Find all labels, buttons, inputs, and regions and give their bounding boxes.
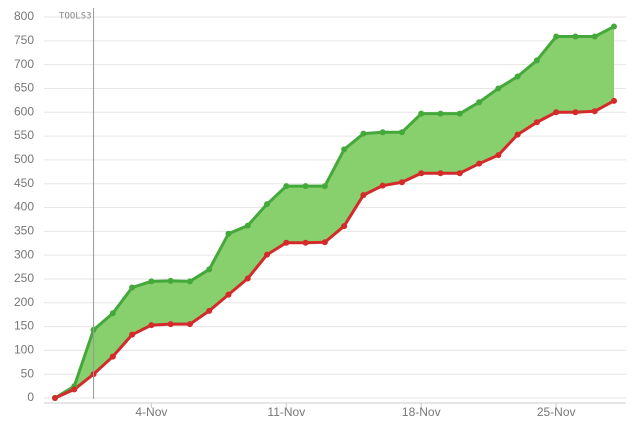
point xyxy=(264,251,271,258)
point xyxy=(553,109,560,116)
y-tick-label: 350 xyxy=(14,223,34,237)
point xyxy=(553,33,560,40)
point xyxy=(572,33,579,40)
y-tick-label: 550 xyxy=(14,128,34,142)
y-tick-label: 0 xyxy=(27,390,34,404)
point xyxy=(244,275,251,282)
y-tick-label: 200 xyxy=(14,295,34,309)
point xyxy=(456,110,463,117)
point xyxy=(148,278,155,285)
point xyxy=(167,321,174,328)
point xyxy=(148,322,155,329)
point xyxy=(398,179,405,186)
point xyxy=(225,291,232,298)
point xyxy=(611,97,617,104)
point xyxy=(302,239,309,246)
y-tick-label: 50 xyxy=(21,366,35,380)
point xyxy=(129,284,136,291)
point xyxy=(302,183,309,190)
annotation-label: TOOLS3 xyxy=(59,12,92,22)
point xyxy=(418,170,425,177)
point xyxy=(379,129,386,136)
point xyxy=(341,146,348,153)
point xyxy=(495,85,502,92)
point xyxy=(129,331,136,338)
series-line xyxy=(54,25,615,400)
point xyxy=(225,230,232,237)
point xyxy=(437,170,444,177)
point xyxy=(514,131,521,138)
x-tick-label: 25-Nov xyxy=(537,405,576,419)
x-tick-label: 4-Nov xyxy=(135,405,167,419)
point xyxy=(206,307,213,314)
point xyxy=(572,109,579,116)
y-tick-label: 800 xyxy=(14,9,34,23)
y-tick-label: 600 xyxy=(14,104,34,118)
point xyxy=(476,99,483,106)
point xyxy=(186,278,193,285)
point xyxy=(283,239,290,246)
y-tick-label: 150 xyxy=(14,319,34,333)
y-tick-label: 750 xyxy=(14,33,34,47)
point xyxy=(109,353,116,360)
point xyxy=(52,395,58,401)
y-tick-label: 300 xyxy=(14,247,34,261)
point xyxy=(71,386,78,393)
point xyxy=(437,110,444,117)
point xyxy=(264,201,271,208)
point xyxy=(379,182,386,189)
point xyxy=(321,183,328,190)
point xyxy=(591,108,598,115)
point xyxy=(611,23,617,30)
point xyxy=(476,160,483,167)
point xyxy=(533,57,540,64)
point xyxy=(360,192,367,199)
x-tick-label: 11-Nov xyxy=(267,405,305,419)
point xyxy=(341,223,348,230)
point xyxy=(186,321,193,328)
band-fill xyxy=(55,26,614,399)
y-tick-label: 500 xyxy=(14,152,34,166)
y-tick-label: 700 xyxy=(14,57,34,71)
y-tick-label: 450 xyxy=(14,176,34,190)
y-tick-label: 650 xyxy=(14,81,34,95)
point xyxy=(206,266,213,273)
point xyxy=(456,170,463,177)
point xyxy=(533,119,540,126)
point xyxy=(360,130,367,137)
point xyxy=(109,310,116,317)
series-line xyxy=(54,99,615,400)
point xyxy=(495,152,502,159)
point xyxy=(167,277,174,284)
point xyxy=(321,239,328,246)
y-tick-label: 250 xyxy=(14,271,34,285)
y-tick-label: 100 xyxy=(14,343,34,357)
point xyxy=(591,33,598,40)
point xyxy=(398,129,405,136)
point xyxy=(244,222,251,229)
point xyxy=(283,183,290,190)
y-tick-label: 400 xyxy=(14,200,34,214)
point xyxy=(514,73,521,80)
point xyxy=(418,110,425,117)
x-tick-label: 18-Nov xyxy=(402,405,441,419)
